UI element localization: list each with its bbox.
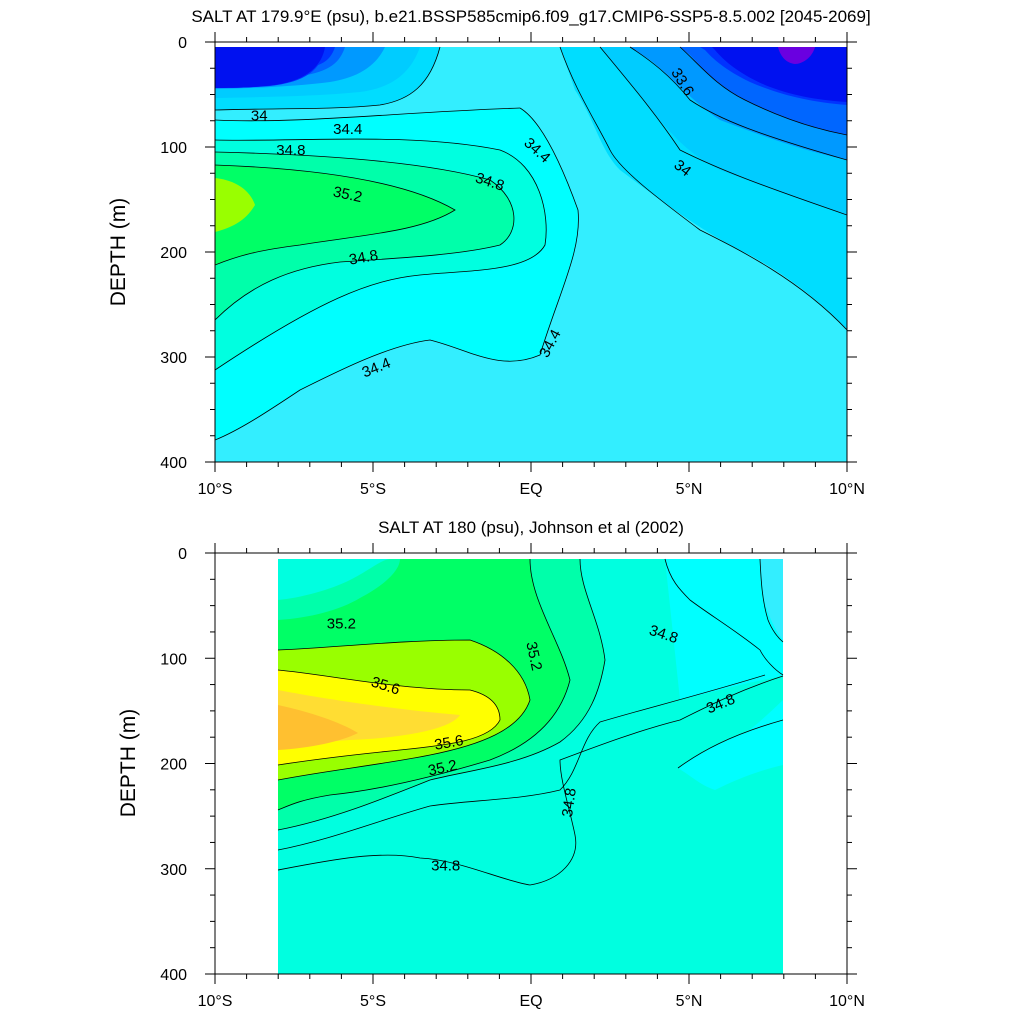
bottom-contour-lines [277, 558, 784, 886]
top-contour-label: 34.8 [348, 247, 380, 269]
top-x-tick-label: 10°N [829, 481, 865, 498]
top-contour-label: 34.8 [276, 142, 305, 159]
bottom-x-tick-labels: 10°S 5°S EQ 5°N 10°N [198, 993, 865, 1010]
bottom-contour-label: 35.6 [433, 732, 465, 754]
top-x-tick-label: EQ [519, 481, 542, 498]
top-contour-lines [215, 46, 847, 441]
bottom-contour-fill [277, 558, 784, 974]
bottom-contour-label: 35.2 [427, 757, 459, 780]
bottom-panel: SALT AT 180 (psu), Johnson et al (2002) [117, 518, 865, 1010]
top-axis-ticks [205, 32, 857, 472]
bottom-x-tick-label: EQ [519, 993, 542, 1010]
top-contour-label: 35.2 [332, 183, 364, 206]
top-band-35.4-core [215, 178, 255, 232]
bottom-y-axis-label: DEPTH (m) [117, 709, 140, 818]
bottom-y-tick-label: 400 [160, 967, 187, 984]
bottom-y-tick-label: 300 [160, 862, 187, 879]
top-contour-label: 34.4 [333, 121, 362, 138]
bottom-band-east-34.4 [760, 559, 783, 640]
bottom-x-tick-label: 10°S [198, 993, 233, 1010]
bottom-contour-label: 34.8 [559, 787, 580, 818]
top-x-tick-labels: 10°S 5°S EQ 5°N 10°N [198, 481, 865, 498]
top-y-tick-label: 300 [160, 350, 187, 367]
top-y-tick-labels: 0 100 200 300 400 [160, 35, 187, 472]
top-x-tick-label: 5°S [360, 481, 386, 498]
top-x-tick-label: 5°N [676, 481, 703, 498]
bottom-band-35.8-core [278, 705, 358, 750]
top-contour-fill [215, 46, 847, 462]
bottom-y-tick-label: 200 [160, 757, 187, 774]
top-panel-title: SALT AT 179.9°E (psu), b.e21.BSSP585cmip… [191, 7, 870, 26]
bottom-y-tick-label: 0 [178, 546, 187, 563]
top-contour-label: 34 [671, 157, 695, 181]
top-x-tick-label: 10°S [198, 481, 233, 498]
top-y-tick-label: 400 [160, 455, 187, 472]
bottom-x-tick-label: 5°S [360, 993, 386, 1010]
top-band-35.2 [215, 175, 360, 240]
bottom-x-tick-label: 5°N [676, 993, 703, 1010]
bottom-y-tick-labels: 0 100 200 300 400 [160, 546, 187, 984]
bottom-panel-title: SALT AT 180 (psu), Johnson et al (2002) [378, 518, 684, 537]
top-y-axis-label: DEPTH (m) [107, 198, 130, 307]
top-y-tick-label: 0 [178, 35, 187, 52]
bottom-y-tick-label: 100 [160, 651, 187, 668]
top-y-tick-label: 200 [160, 245, 187, 262]
bottom-contour-label: 35.2 [327, 616, 356, 633]
top-panel: SALT AT 179.9°E (psu), b.e21.BSSP585cmip… [107, 7, 871, 498]
bottom-x-tick-label: 10°N [829, 993, 865, 1010]
top-y-tick-label: 100 [160, 140, 187, 157]
top-band-west-core [215, 47, 325, 88]
top-band-east-33.2 [712, 47, 847, 102]
bottom-contour-label: 35.2 [522, 640, 545, 672]
top-band-east-core [778, 47, 815, 64]
bottom-contour-label: 34.8 [431, 858, 460, 875]
top-contour-label: 34 [251, 108, 268, 125]
bottom-band-east-34.6c [678, 700, 783, 785]
bottom-band-east-34.6b [665, 559, 783, 660]
bottom-axis-ticks [205, 543, 857, 984]
